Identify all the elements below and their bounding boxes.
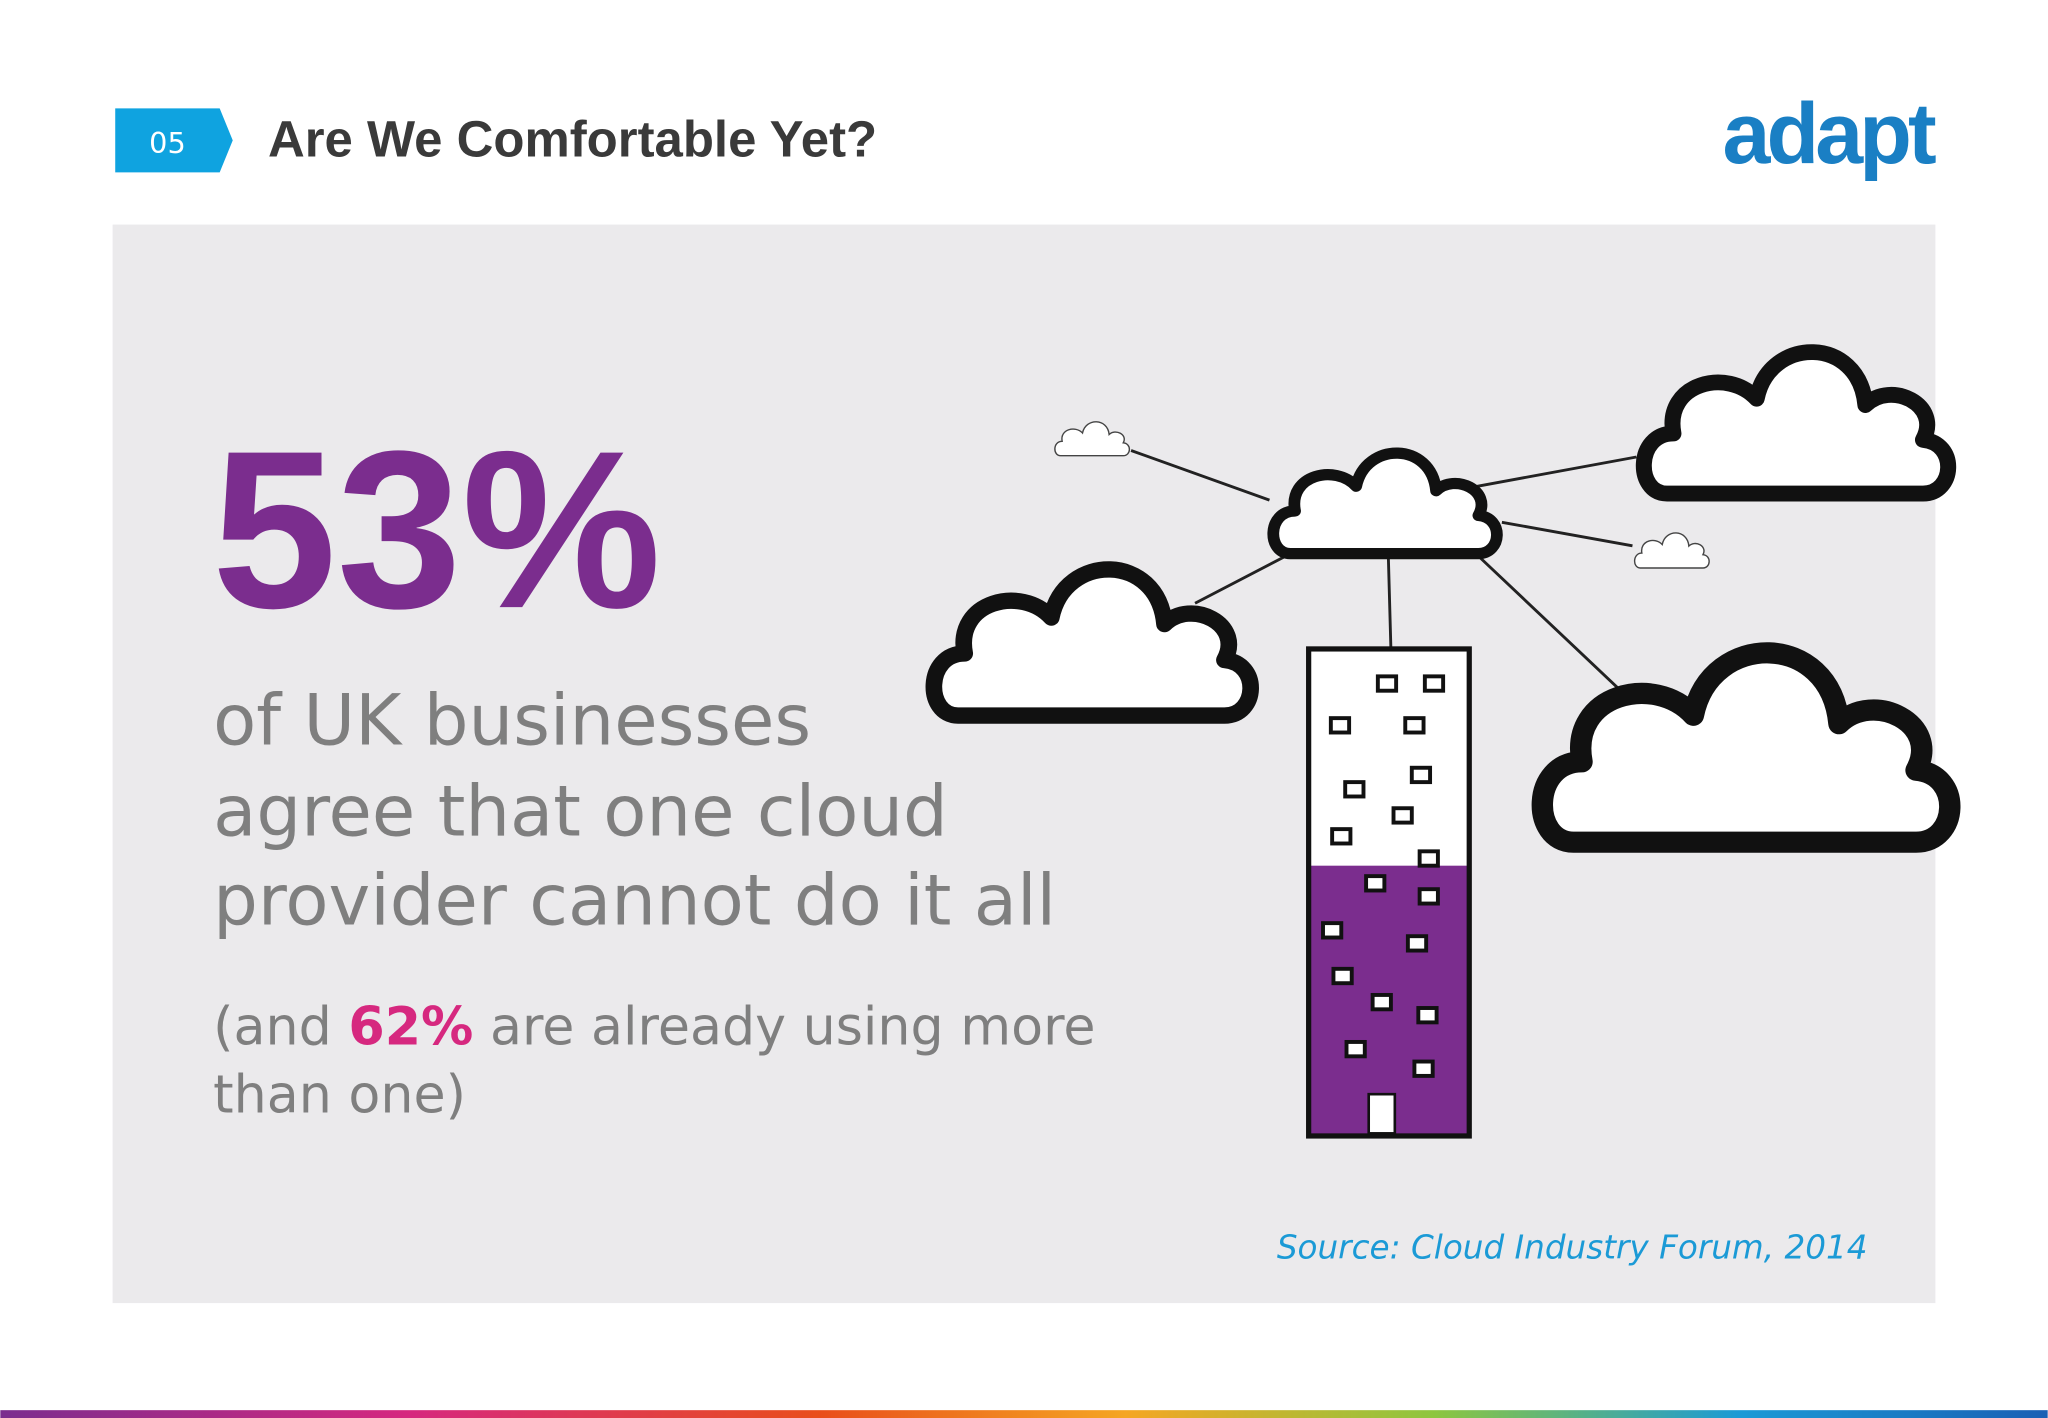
note-line: than one): [213, 1065, 466, 1125]
note-highlight: 62%: [348, 998, 473, 1058]
slide-number: 05: [149, 126, 186, 160]
slide-title: Are We Comfortable Yet?: [268, 111, 877, 168]
windows: [1321, 674, 1446, 1078]
description-line: of UK businesses: [213, 679, 811, 761]
note-text: (and: [213, 998, 348, 1058]
big-stat: 53%: [212, 404, 662, 655]
door: [1367, 1092, 1397, 1135]
logo: adapt: [1723, 86, 1936, 182]
stat-description: of UK businesses agree that one cloud pr…: [213, 679, 1056, 941]
footer-bar: [0, 1410, 2048, 1418]
slide-number-tag: [115, 108, 233, 173]
description-line: agree that one cloud: [213, 771, 948, 853]
source: Source: Cloud Industry Forum, 2014: [1277, 1229, 1868, 1267]
building-outline: [1306, 646, 1472, 1139]
cloud-illustration: [934, 352, 1950, 1139]
note-line: (and 62% are already using more: [213, 998, 1095, 1058]
description-line: provider cannot do it all: [213, 859, 1056, 941]
note-text: are already using more: [473, 998, 1095, 1058]
